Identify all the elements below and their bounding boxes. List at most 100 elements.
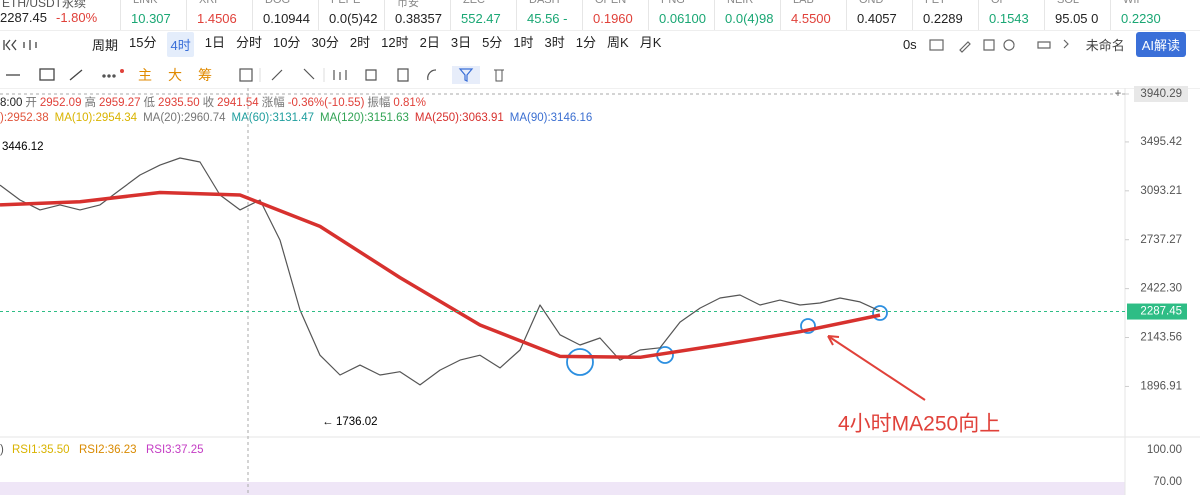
period[interactable]: 1日 bbox=[204, 35, 225, 50]
ticker-name: OND bbox=[859, 0, 884, 6]
ticker-value: 4.5500 bbox=[791, 11, 831, 26]
annotation-note: 4小时MA250向上 bbox=[838, 413, 1000, 436]
ticker-item[interactable]: PEPE 0.0(5)42 bbox=[318, 0, 384, 30]
drawing-tools: 主大筹 bbox=[0, 62, 1200, 89]
tool-icons bbox=[929, 38, 1069, 53]
ticker-value: 0.06100 bbox=[659, 11, 706, 26]
ma-value: MA(90):3146.16 bbox=[509, 112, 593, 124]
field-value: 2952.09 bbox=[39, 97, 82, 109]
y-tick-label: 2737.27 bbox=[1140, 234, 1182, 246]
field-value: 2935.50 bbox=[158, 97, 200, 109]
bar-time: 8:00 bbox=[0, 97, 23, 109]
field-value: 2941.54 bbox=[217, 97, 259, 109]
period[interactable]: 15分 bbox=[129, 35, 157, 50]
field-value: 2959.27 bbox=[98, 97, 141, 109]
ticker-item[interactable]: OPEN 0.1960 bbox=[582, 0, 648, 30]
period[interactable]: 5分 bbox=[482, 35, 503, 50]
period[interactable]: 1时 bbox=[513, 35, 534, 50]
ticker-name: LAB bbox=[793, 0, 814, 6]
ma-value: MA(120):3151.63 bbox=[320, 112, 409, 124]
ticker-name: OP bbox=[991, 0, 1007, 6]
ticker-item[interactable]: SOL 95.05 0 bbox=[1044, 0, 1110, 30]
period[interactable]: 4时 bbox=[167, 32, 194, 57]
ticker-item[interactable]: OP 0.1543 bbox=[978, 0, 1044, 30]
info-line: 8:00 开 2952.09 高 2959.27 低 2935.50 收 2941.54 涨幅 -0… bbox=[0, 94, 426, 110]
ticker-value: 0.2289 bbox=[923, 11, 963, 26]
period[interactable]: 12时 bbox=[381, 35, 409, 50]
highlight-circle bbox=[566, 348, 594, 376]
ma-value: MA(60):3131.47 bbox=[231, 112, 315, 124]
period[interactable]: 3时 bbox=[544, 35, 565, 50]
ticker-value: 0.4057 bbox=[857, 11, 897, 26]
period[interactable]: 30分 bbox=[311, 35, 339, 50]
ticker-item[interactable]: FET 0.2289 bbox=[912, 0, 978, 30]
ticker-name: ZEC bbox=[463, 0, 485, 6]
rsi-legend: RSI2:36.23 bbox=[79, 444, 137, 456]
ticker-item[interactable]: DASH 45.56 - bbox=[516, 0, 582, 30]
y-tick-label: 3940.29 bbox=[1140, 88, 1182, 100]
ticker-item[interactable]: NEIR 0.0(4)98 bbox=[714, 0, 780, 30]
period[interactable]: 2时 bbox=[349, 35, 371, 50]
ma-value: ):2952.38 bbox=[0, 112, 49, 124]
period[interactable]: 10分 bbox=[272, 35, 301, 50]
rsi-tick-label: 100.00 bbox=[1147, 444, 1182, 456]
period[interactable]: 分时 bbox=[235, 35, 262, 50]
layout-name[interactable]: 未命名 bbox=[1085, 38, 1125, 53]
draw-icons bbox=[6, 68, 124, 81]
ticker-item[interactable]: WIF 0.2230 bbox=[1110, 0, 1176, 30]
period[interactable]: 2日 bbox=[419, 35, 440, 50]
period-menu[interactable]: 周期 bbox=[92, 38, 119, 53]
ticker-value: 0.2230 bbox=[1121, 11, 1161, 26]
ticker-value: 1.4506 bbox=[197, 11, 237, 26]
indicator[interactable]: 主 bbox=[138, 67, 152, 83]
ticker-name: XRP bbox=[199, 0, 222, 6]
period[interactable]: 1分 bbox=[575, 35, 597, 50]
ticker-name: FET bbox=[925, 0, 946, 6]
ticker-name: PEPE bbox=[331, 0, 361, 6]
price-line bbox=[0, 157, 881, 386]
ai-button[interactable]: AI解读 bbox=[1135, 32, 1186, 57]
field-label: 涨幅 bbox=[261, 97, 285, 109]
period[interactable]: 3日 bbox=[450, 35, 472, 50]
field-label: 收 bbox=[202, 97, 215, 109]
change: -1.80% bbox=[56, 10, 98, 25]
countdown: 0s bbox=[902, 37, 917, 52]
ticker-name: SOL bbox=[1057, 0, 1080, 6]
ma250-line bbox=[0, 190, 881, 360]
pair-box: ETH/USDT永续 2287.45 -1.80% bbox=[0, 0, 120, 30]
ticker-item[interactable]: LINK 10.307 bbox=[120, 0, 186, 30]
indicator[interactable]: 筹 bbox=[198, 67, 212, 83]
y-tick-label: 2422.30 bbox=[1140, 283, 1182, 295]
period[interactable]: 月K bbox=[639, 35, 662, 50]
y-tick-label: 2143.56 bbox=[1140, 332, 1182, 344]
y-tick-label: 3093.21 bbox=[1140, 185, 1182, 197]
crosshair-plus: + bbox=[1115, 88, 1122, 100]
last-price-label: 2287.45 bbox=[1140, 306, 1182, 318]
low-label: 1736.02 bbox=[336, 416, 378, 428]
toolbar: 周期 15分 4时 1日 分时 10分 30分 2时 12时 2日 3日 5分 1时 3时 1分 周K 月K … bbox=[0, 31, 1200, 58]
ticker-item[interactable]: DOG 0.10944 bbox=[252, 0, 318, 30]
ticker-value: 95.05 0 bbox=[1055, 11, 1099, 26]
ticker-name: 币安 bbox=[397, 0, 419, 9]
ticker-item[interactable]: PNG 0.06100 bbox=[648, 0, 714, 30]
field-value: 0.81% bbox=[393, 97, 427, 109]
ticker-item[interactable]: ZEC 552.47 bbox=[450, 0, 516, 30]
ticker-item[interactable]: LAB 4.5500 bbox=[780, 0, 846, 30]
indicator[interactable]: 大 bbox=[168, 67, 182, 83]
ticker-value: 0.1960 bbox=[593, 11, 633, 26]
ticker-value: 0.10944 bbox=[263, 11, 310, 26]
period[interactable]: 周K bbox=[607, 35, 629, 50]
ticker-item[interactable]: 币安 0.38357 bbox=[384, 0, 450, 30]
indicators: 主大筹 bbox=[138, 65, 228, 85]
pair: ETH/USDT永续 bbox=[2, 0, 87, 10]
ticker-name: DASH bbox=[529, 0, 560, 6]
ticker-item[interactable]: OND 0.4057 bbox=[846, 0, 912, 30]
ma-value: MA(20):2960.74 bbox=[143, 112, 226, 124]
ma-value: MA(250):3063.91 bbox=[414, 112, 504, 124]
ticker-name: NEIR bbox=[727, 0, 754, 6]
ticker-item[interactable]: XRP 1.4506 bbox=[186, 0, 252, 30]
ticker-value: 10.307 bbox=[131, 11, 171, 26]
ticker-bar: ETH/USDT永续 2287.45 -1.80% LINK 10.307 XRP 1… bbox=[0, 0, 1200, 31]
rsi-legend: RSI3:37.25 bbox=[146, 444, 204, 456]
